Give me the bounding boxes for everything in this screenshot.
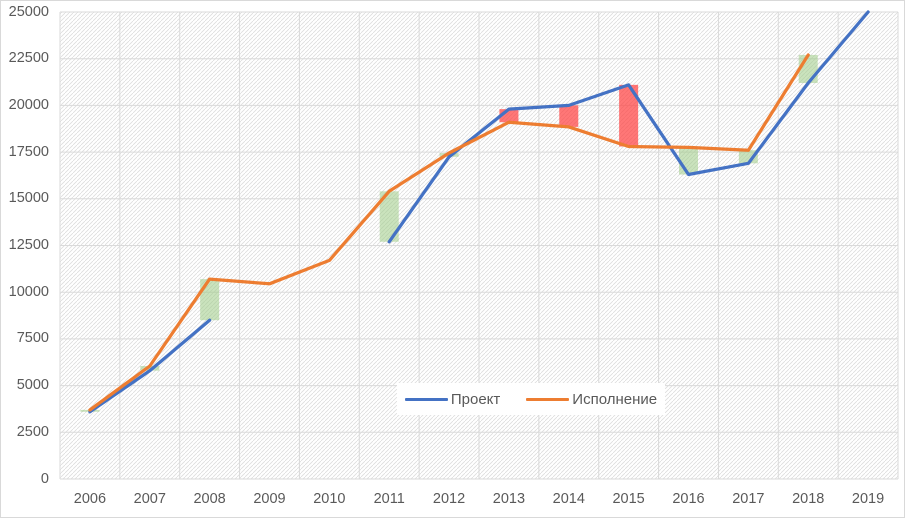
legend-item-ispolnenie: Исполнение xyxy=(526,391,657,408)
ispolnenie-line-swatch xyxy=(526,397,570,401)
x-axis-label: 2007 xyxy=(133,491,166,507)
x-axis-label: 2010 xyxy=(313,491,346,507)
y-axis-label: 17500 xyxy=(8,143,49,160)
series-lines xyxy=(88,10,870,414)
y-axis-label: 2500 xyxy=(16,423,49,440)
series-line-0 xyxy=(88,10,870,414)
x-axis-label: 2019 xyxy=(851,491,885,507)
up-bar xyxy=(200,279,220,321)
y-axis-label: 25000 xyxy=(8,3,49,20)
up-bar xyxy=(798,54,818,83)
y-axis-label: 22500 xyxy=(8,50,49,67)
y-axis-label: 5000 xyxy=(16,377,49,394)
x-axis-label: 2018 xyxy=(792,491,825,507)
series-line-1 xyxy=(88,53,810,412)
x-axis-label: 2015 xyxy=(612,491,645,507)
proekt-line-swatch xyxy=(404,397,448,401)
x-axis-label: 2017 xyxy=(732,491,765,507)
up-bar xyxy=(379,191,399,242)
down-bar xyxy=(619,84,639,147)
x-axis-label: 2008 xyxy=(193,491,226,507)
legend: Проект Исполнение xyxy=(397,383,665,415)
x-axis-label: 2006 xyxy=(73,491,107,507)
y-axis-label: 10000 xyxy=(8,283,49,300)
up-bar xyxy=(738,150,758,164)
x-axis-label: 2014 xyxy=(552,491,585,507)
y-axis-label: 7500 xyxy=(16,330,49,347)
legend-label: Проект xyxy=(450,390,501,408)
y-axis-label: 12500 xyxy=(8,237,49,253)
x-axis-label: 2013 xyxy=(492,491,526,507)
x-axis-label: 2012 xyxy=(432,491,466,507)
x-axis-label: 2009 xyxy=(253,491,286,507)
up-bar xyxy=(679,147,698,175)
y-axis-label: 15000 xyxy=(8,190,49,207)
x-axis-label: 2016 xyxy=(672,491,705,507)
legend-label: Исполнение xyxy=(572,390,658,408)
x-axis-label: 2011 xyxy=(373,491,405,507)
up-bar xyxy=(140,365,160,371)
legend-item-proekt: Проект xyxy=(404,390,501,408)
y-axis-label: 20000 xyxy=(8,96,49,113)
down-bar xyxy=(559,105,579,127)
up-down-bars xyxy=(80,54,818,412)
y-axis-label: 0 xyxy=(40,470,49,487)
